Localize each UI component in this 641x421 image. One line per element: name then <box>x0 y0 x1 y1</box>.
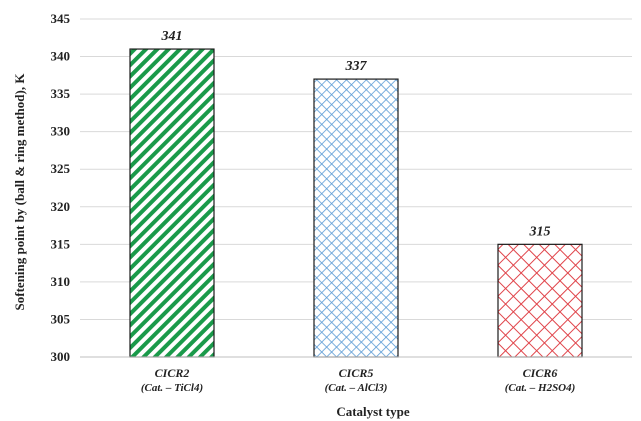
data-labels: 341 337 315 <box>161 29 551 239</box>
x-tick-sublabel: (Cat. – TiCl4) <box>141 382 203 394</box>
y-tick-label: 310 <box>51 274 71 289</box>
x-axis-title: Catalyst type <box>336 404 410 419</box>
data-label: 337 <box>345 59 368 74</box>
x-tick-sublabel: (Cat. – AlCl3) <box>325 382 388 394</box>
y-tick-label: 335 <box>51 86 71 101</box>
y-tick-label: 320 <box>51 199 71 214</box>
x-axis: CICR2 (Cat. – TiCl4) CICR5 (Cat. – AlCl3) CI… <box>80 356 632 394</box>
y-tick-label: 325 <box>51 161 71 176</box>
y-axis-title: Softening point by (ball & ring method),… <box>12 73 27 311</box>
data-label: 315 <box>529 224 551 239</box>
x-tick-label: CICR5 <box>339 366 374 380</box>
y-tick-label: 305 <box>51 311 71 326</box>
y-axis: 300 305 310 315 320 325 330 335 340 345 <box>51 11 71 364</box>
x-tick-label: CICR2 <box>155 366 190 380</box>
data-label: 341 <box>161 29 183 44</box>
y-tick-label: 300 <box>51 349 71 364</box>
x-tick-label: CICR6 <box>523 366 558 380</box>
bars <box>129 48 583 358</box>
y-tick-label: 330 <box>51 124 71 139</box>
bar-cicr5 <box>313 78 399 358</box>
x-tick-sublabel: (Cat. – H2SO4) <box>505 382 576 394</box>
y-tick-label: 345 <box>51 11 71 26</box>
y-tick-label: 340 <box>51 49 71 64</box>
bar-cicr6 <box>497 243 583 358</box>
bar-cicr2 <box>129 48 215 358</box>
y-tick-label: 315 <box>51 236 71 251</box>
